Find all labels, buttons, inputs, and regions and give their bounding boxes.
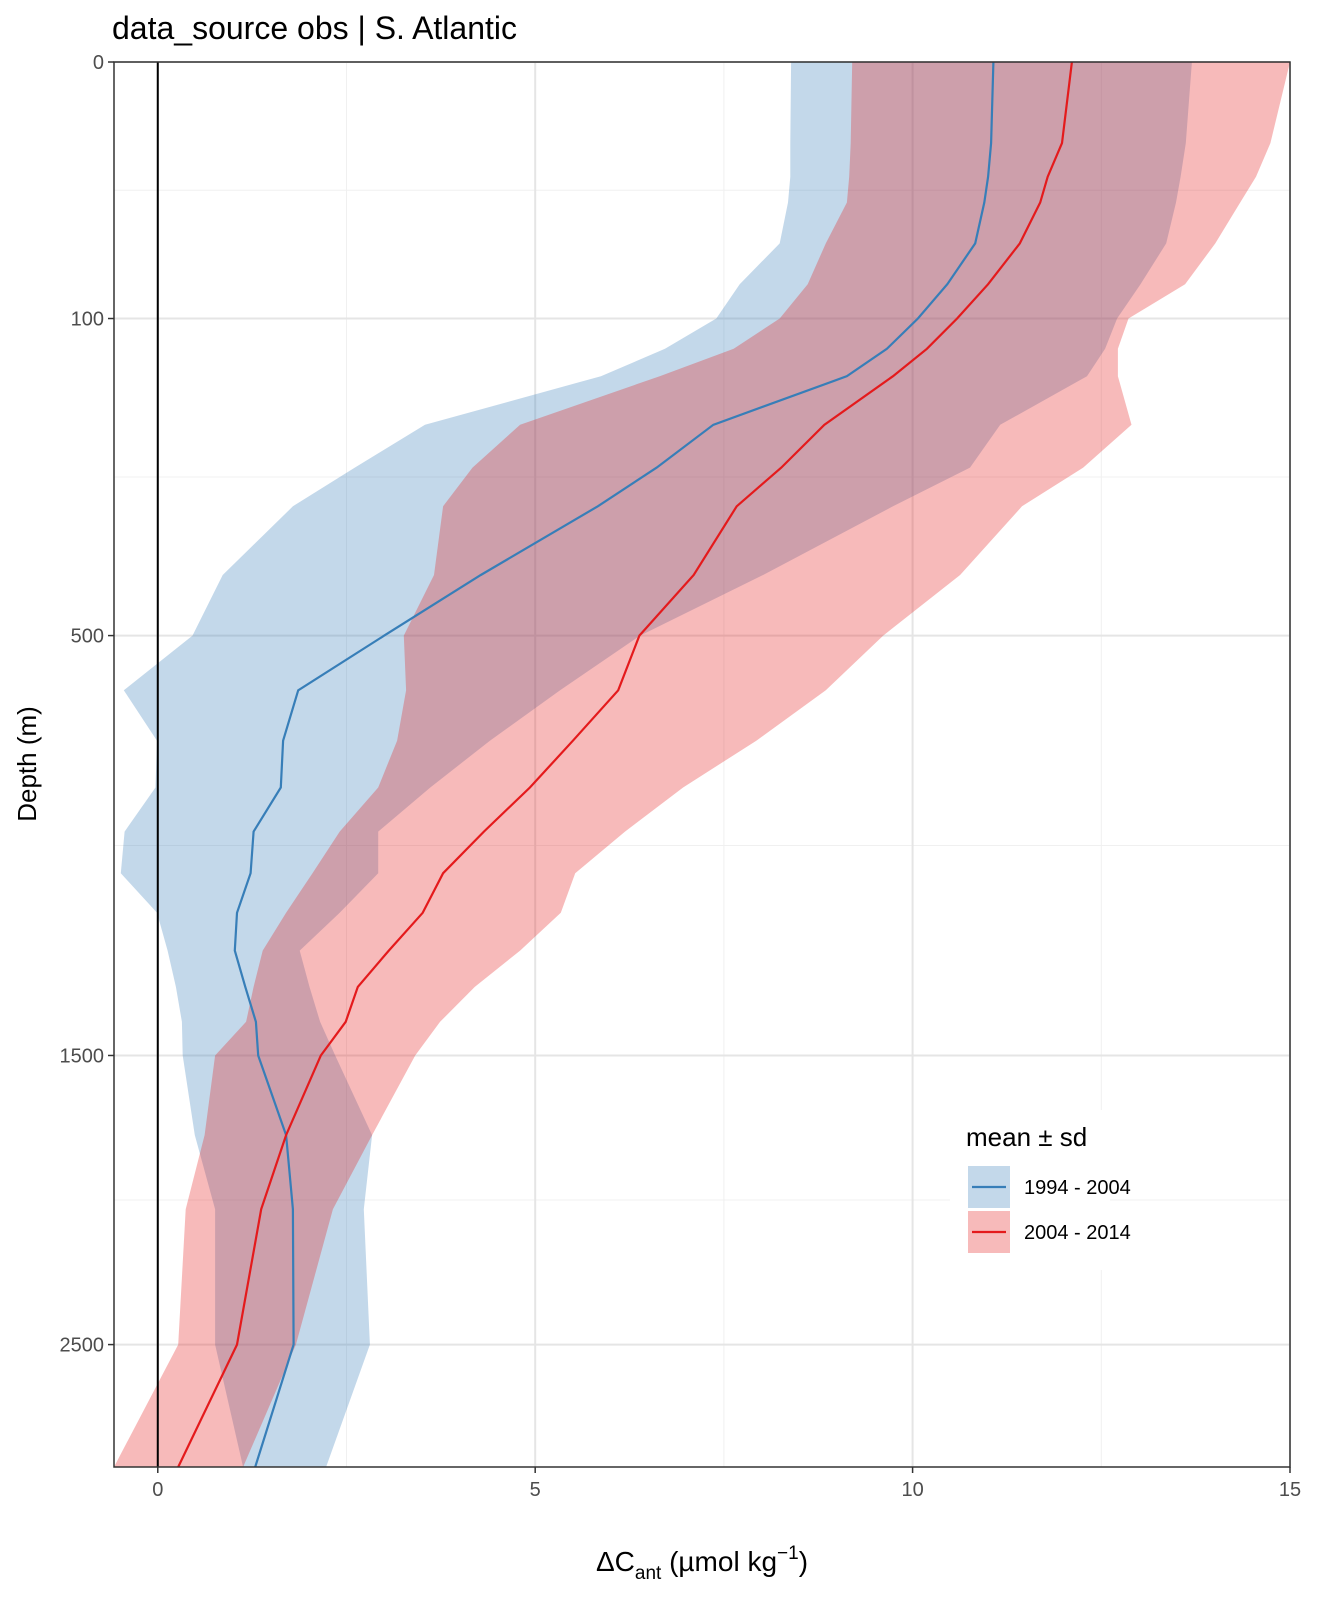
x-tick-label: 5	[530, 1479, 541, 1501]
x-axis-title: ΔCant (µmol kg−1)	[596, 1543, 808, 1584]
x-tick-label: 10	[901, 1479, 923, 1501]
legend-title: mean ± sd	[966, 1122, 1087, 1152]
x-title-base: ΔC	[596, 1546, 635, 1577]
x-title-mid: (µmol kg	[661, 1546, 777, 1577]
chart-title: data_source obs | S. Atlantic	[112, 10, 517, 46]
legend-background	[950, 1110, 1110, 1270]
plot-border	[113, 61, 1291, 1468]
mean-line	[177, 61, 1073, 1468]
x-title-end: )	[799, 1546, 808, 1577]
legend-label: 2004 - 2014	[1024, 1222, 1131, 1244]
y-axis-title: Depth (m)	[12, 706, 42, 822]
sd-ribbon	[114, 62, 1290, 1467]
x-tick-label: 15	[1279, 1479, 1301, 1501]
x-title-sup: −1	[777, 1543, 799, 1564]
sd-ribbon	[120, 62, 1192, 1467]
y-tick-label: 1500	[60, 1045, 105, 1067]
x-title-sub: ant	[635, 1563, 662, 1584]
y-tick-label: 2500	[60, 1335, 105, 1357]
y-tick-label: 0	[93, 52, 104, 74]
x-tick-label: 0	[152, 1479, 163, 1501]
mean-line	[233, 61, 995, 1468]
y-tick-label: 500	[71, 626, 104, 648]
y-tick-label: 100	[71, 309, 104, 331]
legend-label: 1994 - 2004	[1024, 1177, 1131, 1199]
